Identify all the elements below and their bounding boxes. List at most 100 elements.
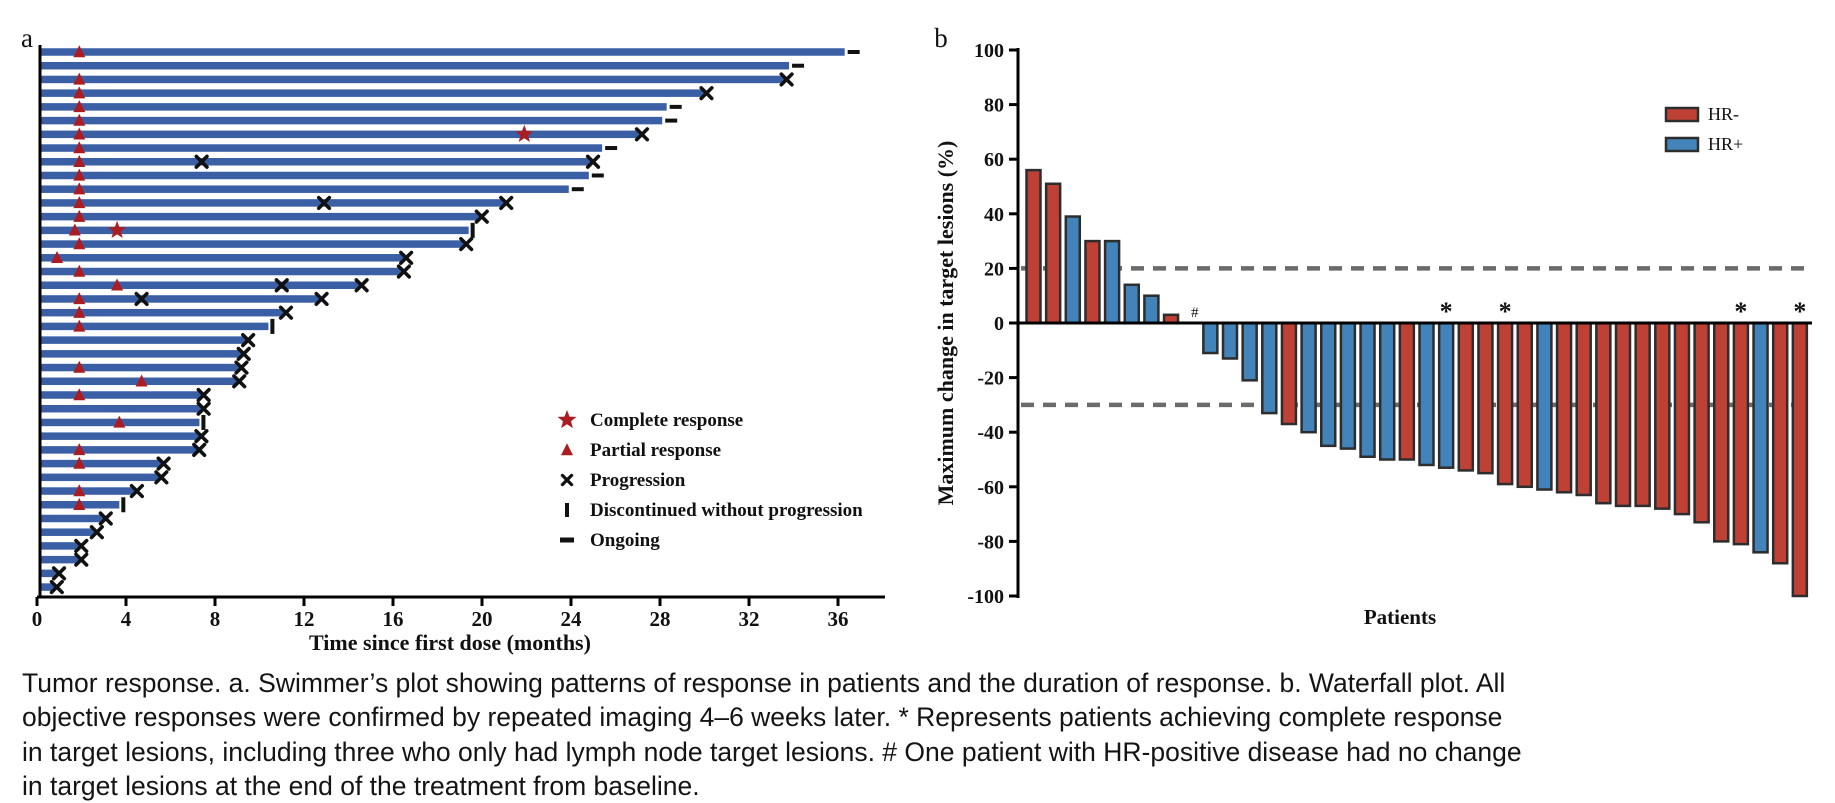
- partial-response-triangle-icon: [135, 374, 148, 387]
- waterfall-bar: [1064, 215, 1082, 325]
- waterfall-bar: [1634, 321, 1651, 508]
- swimmer-row: [40, 209, 489, 224]
- swimmer-row: [40, 195, 514, 211]
- swimmer-row: [40, 414, 206, 430]
- waterfall-bar: [1280, 321, 1298, 426]
- swimmer-row: [40, 497, 126, 513]
- swimmer-row: [40, 346, 251, 361]
- progression-x-icon: [699, 86, 714, 101]
- progression-x-icon: [89, 525, 104, 540]
- swimmer-bar: [40, 583, 55, 591]
- progression-x-icon: [74, 538, 89, 554]
- swimmer-row: [40, 141, 618, 154]
- swimmer-row: [40, 305, 294, 320]
- swimmer-row: [40, 236, 474, 252]
- partial-response-triangle-icon: [73, 196, 86, 209]
- complete-response-star-icon: [557, 410, 577, 429]
- partial-response-triangle-icon: [73, 86, 86, 99]
- y-axis-title: Maximum change in target lesions (%): [933, 141, 958, 506]
- legend-item-label: Progression: [590, 470, 686, 491]
- complete-response-asterisk: *: [1793, 297, 1806, 326]
- swimmer-bar: [40, 487, 135, 495]
- waterfall-bar: [1025, 168, 1042, 325]
- swimmer-row: [40, 264, 411, 279]
- x-tick-label: 4: [121, 607, 132, 631]
- progression-x-icon: [499, 195, 514, 211]
- swimmer-row: [40, 374, 247, 389]
- swimmer-row: [40, 124, 650, 142]
- swimmer-row: [40, 401, 211, 416]
- progression-x-icon: [274, 278, 289, 293]
- swimmer-bar: [40, 144, 603, 152]
- x-tick-label: 32: [739, 607, 760, 631]
- panel-a-label: a: [21, 23, 33, 53]
- progression-x-icon: [194, 429, 209, 444]
- swimmer-row: [40, 72, 794, 87]
- y-tick-label: 0: [994, 313, 1004, 335]
- swimmer-bar: [40, 542, 80, 550]
- waterfall-bar: [1595, 321, 1612, 505]
- legend-item-label: HR+: [1708, 134, 1743, 154]
- swimmer-bar: [40, 528, 95, 536]
- swimmer-row: [40, 456, 171, 471]
- swimmer-bar: [40, 61, 790, 70]
- waterfall-bar: [1536, 321, 1553, 491]
- waterfall-bar: [1575, 321, 1592, 497]
- partial-response-triangle-icon: [73, 72, 86, 85]
- partial-response-triangle-icon: [51, 251, 64, 263]
- progression-x-icon: [192, 442, 207, 457]
- waterfall-bar: [1614, 321, 1632, 508]
- y-tick-label: -100: [967, 586, 1004, 608]
- swimmer-bar: [40, 103, 667, 111]
- x-tick-label: 8: [210, 607, 221, 631]
- progression-x-icon: [196, 387, 211, 403]
- partial-response-triangle-icon: [113, 415, 126, 428]
- swimmer-bar: [40, 336, 247, 344]
- waterfall-bar: [1732, 321, 1750, 546]
- swimmer-bar: [40, 295, 320, 303]
- progression-x-icon: [74, 552, 89, 567]
- swimmer-bar: [40, 391, 202, 399]
- swimmer-row: [40, 61, 805, 70]
- waterfall-bar: [1555, 321, 1573, 494]
- waterfall-bar: [1300, 321, 1317, 434]
- partial-response-triangle-icon: [73, 182, 86, 195]
- waterfall-bar: [1477, 321, 1494, 475]
- x-tick-label: 0: [32, 607, 43, 631]
- x-axis-title: Time since first dose (months): [309, 630, 591, 655]
- swimmer-row: [40, 483, 144, 499]
- swimmer-bar: [40, 158, 592, 166]
- y-tick-label: -40: [977, 422, 1004, 444]
- progression-x-icon: [459, 236, 474, 252]
- legend-item-label: HR-: [1708, 104, 1739, 124]
- legend-item-label: Ongoing: [590, 530, 660, 551]
- swimmer-bar: [40, 226, 469, 235]
- partial-response-triangle-icon: [73, 100, 86, 113]
- progression-x-icon: [560, 473, 574, 487]
- progression-x-icon: [354, 278, 369, 293]
- swimmer-row: [40, 168, 604, 181]
- waterfall-bar: [1693, 321, 1710, 524]
- swimmer-row: [40, 525, 104, 540]
- waterfall-bar: [1654, 321, 1671, 510]
- swimmer-bar: [40, 212, 480, 221]
- legend-swatch: [1664, 136, 1700, 153]
- partial-response-triangle-icon: [73, 154, 86, 167]
- progression-x-icon: [156, 456, 171, 471]
- swimmer-row: [40, 552, 89, 567]
- y-tick-label: -80: [977, 531, 1004, 553]
- waterfall-bar: [1084, 239, 1101, 325]
- swimmer-bar: [40, 473, 160, 482]
- complete-response-star-icon: [108, 220, 127, 238]
- swimmer-row: [40, 429, 209, 444]
- waterfall-bar: [1221, 321, 1239, 360]
- progression-x-icon: [241, 333, 256, 348]
- swimmer-bar: [40, 89, 705, 97]
- waterfall-bar: [1261, 321, 1278, 415]
- waterfall-bar: [1202, 321, 1219, 355]
- progression-x-icon: [278, 305, 294, 320]
- swimmer-row: [40, 86, 714, 101]
- waterfall-bar: [1398, 321, 1416, 461]
- swimmer-row: [40, 511, 113, 526]
- progression-x-icon: [51, 566, 67, 581]
